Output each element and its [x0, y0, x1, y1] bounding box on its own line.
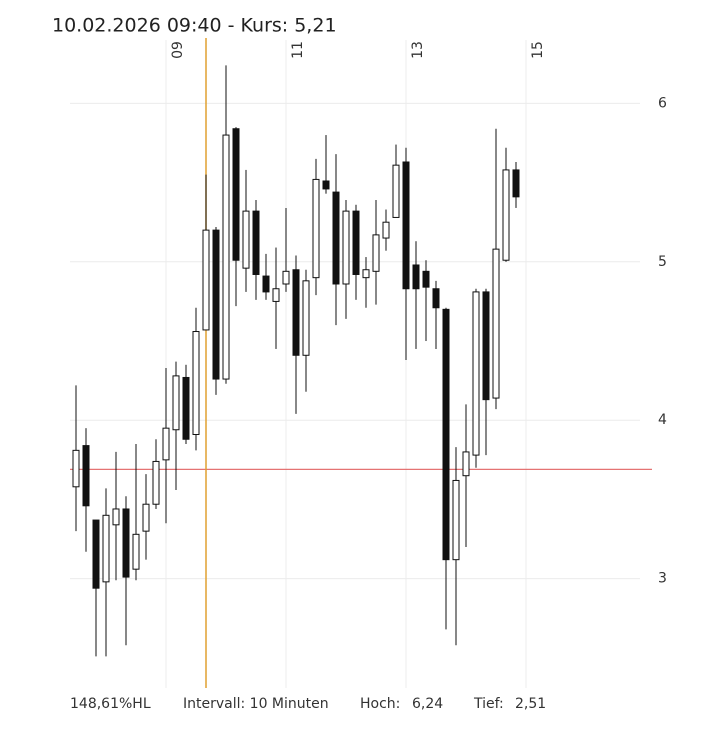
- candle-body: [362, 269, 370, 279]
- high-label: Hoch:: [360, 696, 400, 712]
- candle-body: [332, 191, 340, 285]
- interval-text: Intervall: 10 Minuten: [183, 696, 329, 712]
- candle-body: [482, 291, 490, 401]
- low-value: 2,51: [515, 696, 546, 712]
- candle-body: [512, 169, 520, 198]
- candle-body: [302, 280, 310, 356]
- candle-body: [152, 460, 160, 505]
- candle-body: [462, 451, 470, 477]
- candle-body: [452, 479, 460, 561]
- candle-body: [322, 180, 330, 190]
- candle-body: [292, 269, 300, 356]
- candle-body: [82, 445, 90, 507]
- chart-title: 10.02.2026 09:40 - Kurs: 5,21: [52, 15, 337, 37]
- candle-body: [122, 508, 130, 578]
- candle-body: [352, 210, 360, 275]
- candle-body: [422, 270, 430, 288]
- range-text: 148,61%HL: [70, 696, 151, 712]
- candle-body: [272, 288, 280, 302]
- candle-body: [212, 229, 220, 380]
- candle-body: [312, 178, 320, 279]
- candle-body: [142, 503, 150, 532]
- candle-body: [432, 288, 440, 309]
- candle-body: [252, 210, 260, 275]
- x-tick-label: 11: [290, 41, 306, 59]
- candle-body: [502, 169, 510, 261]
- candle-body: [382, 221, 390, 239]
- candle-body: [372, 234, 380, 272]
- candle-body: [242, 210, 250, 269]
- candle-body: [112, 508, 120, 526]
- y-tick-label: 3: [658, 571, 667, 587]
- candle-body: [392, 164, 400, 218]
- candle-body: [172, 375, 180, 431]
- x-tick-label: 13: [410, 41, 426, 59]
- candle-body: [222, 134, 230, 380]
- candle-body: [232, 128, 240, 261]
- x-tick-label: 15: [530, 41, 546, 59]
- candle-body: [72, 449, 80, 488]
- candle-body: [472, 291, 480, 456]
- candle-body: [342, 210, 350, 285]
- x-tick-label: 09: [170, 41, 186, 59]
- candle-body: [412, 264, 420, 290]
- candle-body: [442, 308, 450, 561]
- candle-body: [182, 376, 190, 440]
- high-value: 6,24: [412, 696, 443, 712]
- candle-body: [402, 161, 410, 290]
- candle-body: [92, 519, 100, 589]
- candle-body: [132, 533, 140, 570]
- candle-body: [282, 270, 290, 285]
- candle-body: [202, 229, 210, 331]
- low-label: Tief:: [473, 696, 504, 712]
- candle-body: [102, 514, 110, 583]
- candle-body: [262, 275, 270, 293]
- y-tick-label: 6: [658, 95, 667, 111]
- y-tick-label: 5: [658, 254, 667, 270]
- y-tick-label: 4: [658, 412, 667, 428]
- candle-body: [192, 331, 200, 436]
- candle-body: [162, 427, 170, 461]
- candle-body: [492, 248, 500, 399]
